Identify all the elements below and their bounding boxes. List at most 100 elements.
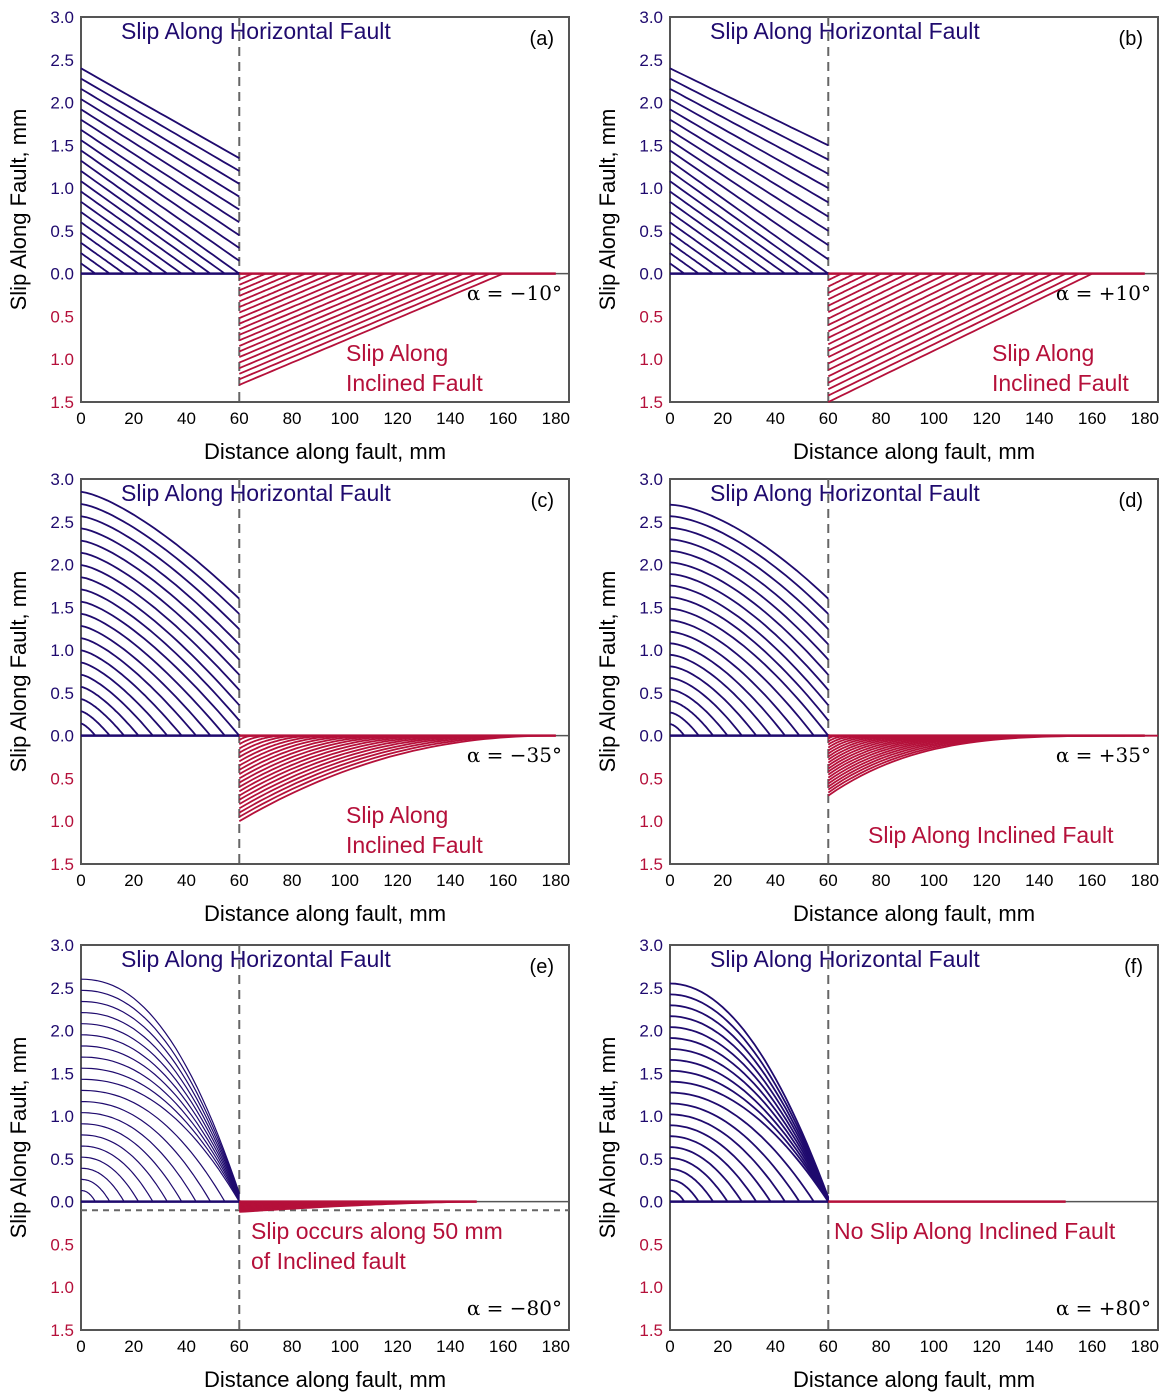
- x-tick-label: 100: [920, 1337, 948, 1356]
- y-tick-label-lower: 0.5: [639, 769, 663, 788]
- x-tick-label: 40: [177, 871, 196, 890]
- horizontal-fault-curves: [670, 68, 828, 273]
- horizontal-fault-curves: [81, 68, 239, 273]
- x-tick-label: 20: [124, 871, 143, 890]
- alpha-label: α = +80°: [1056, 1296, 1151, 1320]
- y-tick-label-upper: 1.0: [50, 1107, 74, 1126]
- y-tick-label-upper: 3.0: [639, 470, 663, 489]
- horizontal-slip-curve: [670, 192, 785, 274]
- y-tick-label-upper: 0.5: [50, 1150, 74, 1169]
- x-tick-label: 80: [283, 1337, 302, 1356]
- horizontal-slip-curve: [81, 1024, 239, 1197]
- x-axis-label: Distance along fault, mm: [204, 1367, 446, 1392]
- horizontal-slip-curve: [81, 1113, 196, 1202]
- y-tick-label-upper: 0.5: [639, 684, 663, 703]
- x-tick-label: 100: [331, 1337, 359, 1356]
- y-tick-label-upper: 3.0: [50, 8, 74, 27]
- x-tick-label: 160: [489, 409, 517, 428]
- panel-letter: (b): [1119, 28, 1143, 50]
- y-tick-label-upper: 2.0: [639, 94, 663, 113]
- x-tick-label: 180: [1131, 409, 1159, 428]
- x-tick-label: 120: [972, 1337, 1000, 1356]
- y-tick-label-lower: 1.5: [639, 393, 663, 412]
- x-tick-label: 160: [489, 1337, 517, 1356]
- horizontal-fault-label: Slip Along Horizontal Fault: [121, 480, 391, 506]
- y-tick-label-upper: 1.0: [50, 179, 74, 198]
- y-tick-label-upper: 3.0: [50, 470, 74, 489]
- y-tick-label-upper: 3.0: [639, 8, 663, 27]
- y-tick-label-lower: 1.0: [639, 812, 663, 831]
- y-axis-label: Slip Along Fault, mm: [6, 571, 31, 773]
- horizontal-slip-curve: [81, 1146, 153, 1202]
- x-tick-label: 180: [542, 1337, 570, 1356]
- inclined-fault-label: Slip Along: [346, 802, 448, 828]
- y-tick-label-upper: 0.5: [639, 1150, 663, 1169]
- x-tick-label: 140: [436, 1337, 464, 1356]
- alpha-label: α = −35°: [467, 743, 562, 767]
- horizontal-fault-label: Slip Along Horizontal Fault: [121, 946, 391, 972]
- horizontal-slip-curve: [81, 192, 196, 274]
- x-tick-label: 120: [972, 871, 1000, 890]
- alpha-label: α = −10°: [467, 281, 562, 305]
- x-axis-label: Distance along fault, mm: [793, 1367, 1035, 1392]
- panel-f: 0 20 40 60 80 100 120 140 160 1800.00.51.01.52.02…: [595, 936, 1159, 1392]
- x-tick-label: 20: [713, 871, 732, 890]
- y-tick-label-lower: 1.0: [50, 812, 74, 831]
- y-tick-label-upper: 0.5: [50, 684, 74, 703]
- inclined-slip-curve: [239, 274, 292, 296]
- plot-frame: [670, 945, 1158, 1330]
- y-tick-label-upper: 1.0: [50, 641, 74, 660]
- horizontal-slip-curve: [81, 1179, 110, 1201]
- horizontal-slip-curve: [670, 724, 684, 736]
- x-tick-label: 40: [766, 409, 785, 428]
- horizontal-slip-curve: [670, 505, 828, 599]
- y-tick-label-upper: 0.5: [50, 222, 74, 241]
- y-tick-label-lower: 0.5: [50, 307, 74, 326]
- panel-c: 0 20 40 60 80 100 120 140 160 1800.00.51.01.52.02…: [6, 470, 570, 926]
- x-tick-label: 40: [766, 871, 785, 890]
- horizontal-slip-curve: [81, 253, 110, 274]
- x-tick-label: 60: [819, 871, 838, 890]
- panel-letter: (a): [530, 28, 554, 50]
- y-tick-label-upper: 2.0: [639, 1022, 663, 1041]
- horizontal-slip-curve: [670, 1104, 800, 1202]
- y-tick-label-upper: 3.0: [639, 936, 663, 955]
- panel-letter: (c): [531, 490, 554, 512]
- x-axis-label: Distance along fault, mm: [793, 439, 1035, 464]
- x-tick-label: 80: [872, 409, 891, 428]
- horizontal-slip-curve: [670, 99, 828, 188]
- panel-b: 0 20 40 60 80 100 120 140 160 180 0.0 0.5 1.0 1.5 2.0 2…: [595, 8, 1159, 464]
- x-tick-label: 160: [1078, 1337, 1106, 1356]
- x-axis-label: Distance along fault, mm: [204, 901, 446, 926]
- x-tick-label: 100: [331, 871, 359, 890]
- horizontal-slip-curve: [81, 650, 182, 735]
- y-tick-label-upper: 0.0: [639, 265, 663, 284]
- x-tick-label: 40: [177, 1337, 196, 1356]
- panel-d: 0 20 40 60 80 100 120 140 160 180 0.0 0.5 1.0 1.5 2.0 2…: [595, 470, 1159, 926]
- y-tick-label-upper: 1.5: [639, 598, 663, 617]
- y-axis-label: Slip Along Fault, mm: [595, 1037, 620, 1239]
- x-tick-label: 80: [283, 871, 302, 890]
- horizontal-slip-curve: [670, 1191, 684, 1202]
- y-tick-label-lower: 1.0: [639, 350, 663, 369]
- x-tick-label: 140: [1025, 1337, 1053, 1356]
- y-tick-label-lower: 1.0: [50, 1278, 74, 1297]
- horizontal-slip-curve: [670, 233, 728, 274]
- y-tick-label-upper: 1.0: [639, 179, 663, 198]
- inclined-slip-curve: [239, 274, 397, 341]
- x-tick-label: 120: [383, 1337, 411, 1356]
- y-tick-label-upper: 2.0: [639, 556, 663, 575]
- horizontal-slip-curve: [670, 89, 828, 174]
- horizontal-fault-label: Slip Along Horizontal Fault: [710, 480, 980, 506]
- x-tick-label: 60: [230, 409, 249, 428]
- y-tick-label-lower: 1.5: [50, 855, 74, 874]
- x-tick-label: 0: [76, 1337, 85, 1356]
- y-tick-label-upper: 0.5: [639, 222, 663, 241]
- y-tick-label-upper: 1.5: [50, 598, 74, 617]
- alpha-label: α = +35°: [1056, 743, 1151, 767]
- y-tick-label-upper: 2.0: [50, 94, 74, 113]
- x-tick-label: 160: [1078, 871, 1106, 890]
- horizontal-slip-curve: [81, 151, 239, 261]
- y-tick-label-upper: 2.5: [639, 513, 663, 532]
